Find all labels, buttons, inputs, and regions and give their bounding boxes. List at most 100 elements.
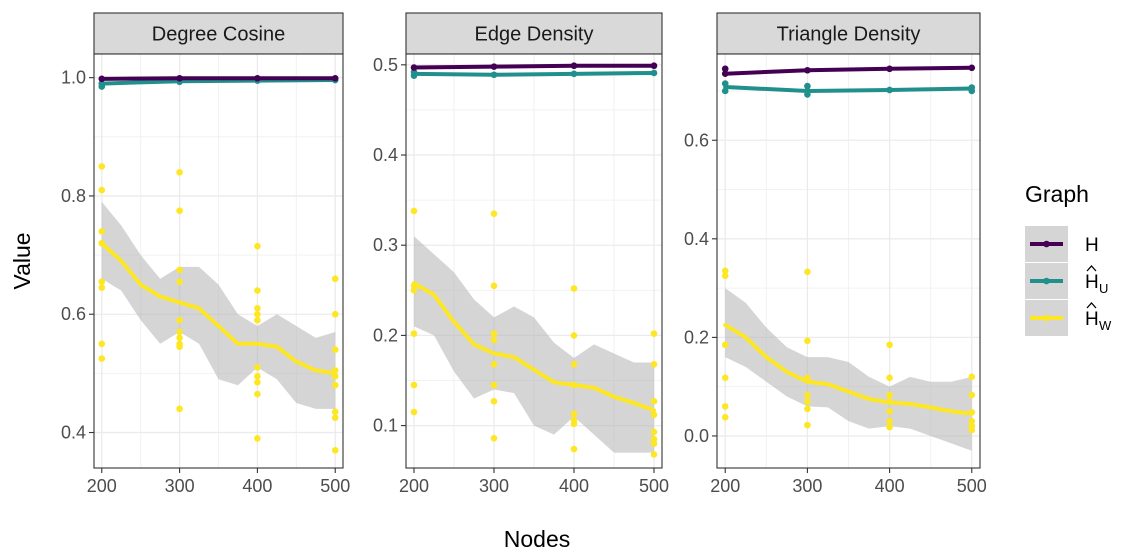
hw-point	[254, 364, 261, 371]
hw-point	[886, 374, 893, 382]
x-tick-label: 500	[639, 476, 669, 496]
hw-point	[570, 285, 578, 292]
h-line	[412, 63, 656, 70]
hw-point	[721, 413, 729, 421]
y-tick-label: 0.4	[684, 229, 709, 249]
hw-line	[99, 241, 338, 376]
hw-point	[650, 435, 658, 443]
hw-point	[886, 417, 893, 425]
hw-point	[804, 405, 811, 413]
hw-line	[412, 281, 656, 413]
panel-border	[93, 53, 344, 469]
hw-point	[886, 391, 893, 399]
facet-strip-label: Edge Density	[475, 24, 594, 46]
legend-hat-mark	[1086, 302, 1097, 309]
hw-point	[721, 341, 729, 349]
facet-strip	[716, 12, 981, 55]
hw-point	[968, 373, 976, 381]
x-tick-label: 400	[559, 476, 589, 496]
hw-point	[886, 408, 893, 415]
hw-point	[176, 405, 183, 413]
hw-point	[98, 163, 106, 170]
y-tick-label: 0.6	[684, 130, 709, 150]
hw-point	[804, 268, 811, 276]
panel-3: Triangle Density 200 300 400 500 0.0 0.2 0.4 0.6	[684, 12, 987, 496]
panel-2: Edge Density 200 300 400 500 0.1 0.2 0.3 0.4 0.5	[373, 12, 669, 496]
hw-point	[254, 242, 261, 250]
hw-confidence-band	[725, 288, 972, 451]
hw-point	[410, 408, 418, 416]
y-tick-label: 0.2	[684, 327, 709, 347]
facet-strip	[93, 12, 344, 55]
panel-1: Degree Cosine 200 300 400 500 0.4 0.6 0.8 1.0	[61, 12, 350, 496]
hu-point	[721, 87, 729, 95]
facet-strip-label: Triangle Density	[777, 24, 921, 46]
y-tick-label: 0.3	[373, 235, 398, 255]
y-tick-label: 0.5	[373, 55, 398, 75]
y-tick-label: 0.2	[373, 325, 398, 345]
h-line	[99, 76, 338, 81]
legend-key-point	[1043, 314, 1050, 322]
hw-point	[490, 360, 498, 368]
hw-point	[254, 310, 261, 318]
hw-point	[968, 417, 976, 425]
hw-point	[886, 341, 893, 349]
hw-point	[804, 391, 811, 399]
hw-point	[650, 360, 658, 368]
hw-point	[98, 355, 106, 362]
hw-point	[176, 316, 183, 324]
hw-point	[176, 168, 183, 176]
hw-point	[650, 428, 658, 436]
x-tick-label: 200	[87, 476, 117, 496]
hw-point	[968, 391, 976, 399]
hw-point	[490, 282, 498, 290]
x-tick-label: 500	[957, 476, 987, 496]
hw-point	[176, 343, 183, 351]
legend-key-hu	[1025, 263, 1068, 299]
hu-line	[99, 78, 338, 86]
x-tick-label: 200	[399, 476, 429, 496]
y-tick-label: 0.4	[61, 423, 86, 443]
legend-label-subscript: W	[1099, 318, 1112, 333]
hw-point	[254, 287, 261, 294]
hw-point	[98, 228, 106, 235]
legend-title: Graph	[1025, 181, 1089, 207]
hw-point	[410, 207, 418, 215]
hw-point	[490, 434, 498, 442]
hw-point	[490, 336, 498, 344]
legend-key-h	[1025, 226, 1068, 262]
hw-point	[570, 445, 578, 453]
hw-point	[650, 440, 658, 447]
hw-point	[176, 266, 183, 274]
legend-label: H	[1085, 309, 1099, 330]
hw-point	[650, 411, 658, 419]
hw-point	[98, 340, 106, 348]
x-tick-label: 300	[479, 476, 509, 496]
chart-panels: Degree Cosine 200 300 400 500 0.4 0.6 0.8 1.0 Edg…	[61, 12, 987, 496]
legend-label: H	[1085, 235, 1099, 256]
x-tick-label: 500	[320, 476, 350, 496]
hw-point	[490, 381, 498, 389]
hw-point	[886, 423, 893, 431]
y-tick-label: 0.1	[373, 416, 398, 436]
hw-point	[490, 330, 498, 337]
hw-point	[721, 403, 729, 410]
legend-key-point	[1043, 277, 1050, 285]
hu-line	[723, 85, 974, 93]
hu-line	[412, 70, 656, 77]
y-axis-title: Value	[9, 232, 35, 289]
hw-point	[650, 330, 658, 337]
hw-point	[570, 360, 578, 368]
hw-point	[176, 278, 183, 286]
hw-point	[650, 397, 658, 405]
hu-point	[804, 82, 811, 90]
hw-point	[331, 414, 339, 422]
hw-point	[331, 275, 339, 283]
x-tick-label: 300	[792, 476, 822, 496]
hw-point	[570, 420, 578, 428]
hw-point	[331, 446, 339, 454]
hw-line	[723, 323, 974, 416]
hw-point	[331, 346, 339, 354]
hw-point	[254, 316, 261, 324]
